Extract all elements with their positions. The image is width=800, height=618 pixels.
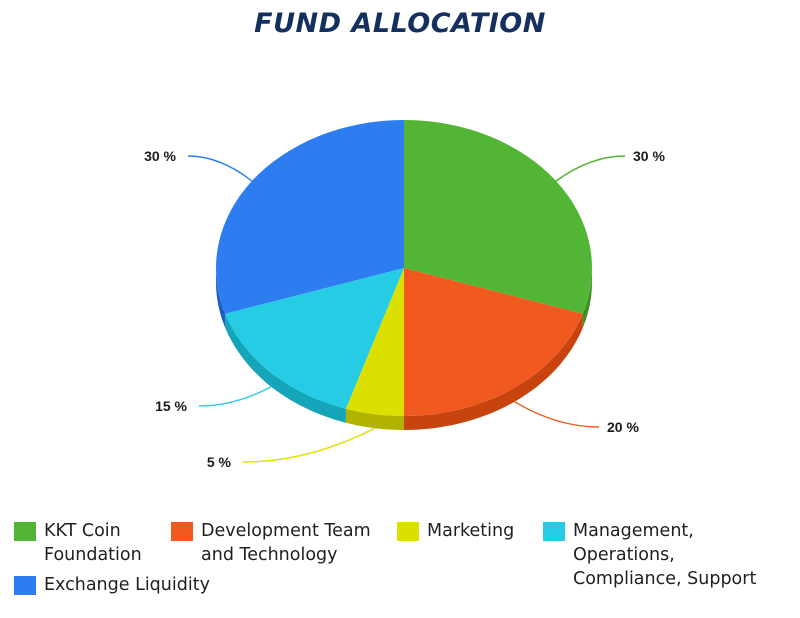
pie-slice — [404, 268, 583, 416]
data-label: 5 % — [207, 454, 232, 470]
pie-slice-side — [582, 268, 592, 328]
pie-slice — [345, 268, 404, 417]
leader-line — [514, 401, 600, 428]
pie-depth — [216, 268, 592, 430]
legend-label: Exchange Liquidity — [44, 575, 210, 595]
legend-swatch — [543, 522, 565, 541]
data-label: 15 % — [155, 398, 187, 414]
pie-slice-side — [225, 313, 346, 423]
legend-label: Marketing — [427, 521, 515, 541]
legend-label: Management, Operations, Compliance, Supp… — [573, 521, 757, 589]
legend-label: KKT Coin Foundation — [44, 521, 142, 565]
legend-item: Exchange Liquidity — [14, 573, 210, 597]
pie-slice — [404, 120, 592, 314]
legend-item: KKT Coin Foundation — [14, 519, 142, 567]
data-label: 20 % — [607, 419, 639, 435]
leader-line — [187, 155, 253, 182]
pie-slice — [216, 120, 404, 314]
legend-swatch — [14, 576, 36, 595]
legend-item: Marketing — [397, 519, 514, 543]
pie-slice-side — [216, 268, 226, 328]
chart-title: FUND ALLOCATION — [254, 8, 546, 39]
legend-item: Management, Operations, Compliance, Supp… — [543, 519, 800, 591]
leader-line — [242, 427, 375, 463]
data-label: 30 % — [144, 148, 176, 164]
leader-line — [198, 386, 272, 407]
pie-slice — [225, 268, 404, 409]
legend-item: Development Team and Technology — [171, 519, 371, 567]
pie-slice-side — [345, 408, 404, 430]
data-label: 30 % — [633, 148, 665, 164]
legend-swatch — [14, 522, 36, 541]
legend-swatch — [171, 522, 193, 541]
pie-slice-side — [404, 313, 583, 430]
legend-swatch — [397, 522, 419, 541]
legend-label: Development Team and Technology — [201, 521, 371, 565]
leader-line — [555, 155, 626, 182]
